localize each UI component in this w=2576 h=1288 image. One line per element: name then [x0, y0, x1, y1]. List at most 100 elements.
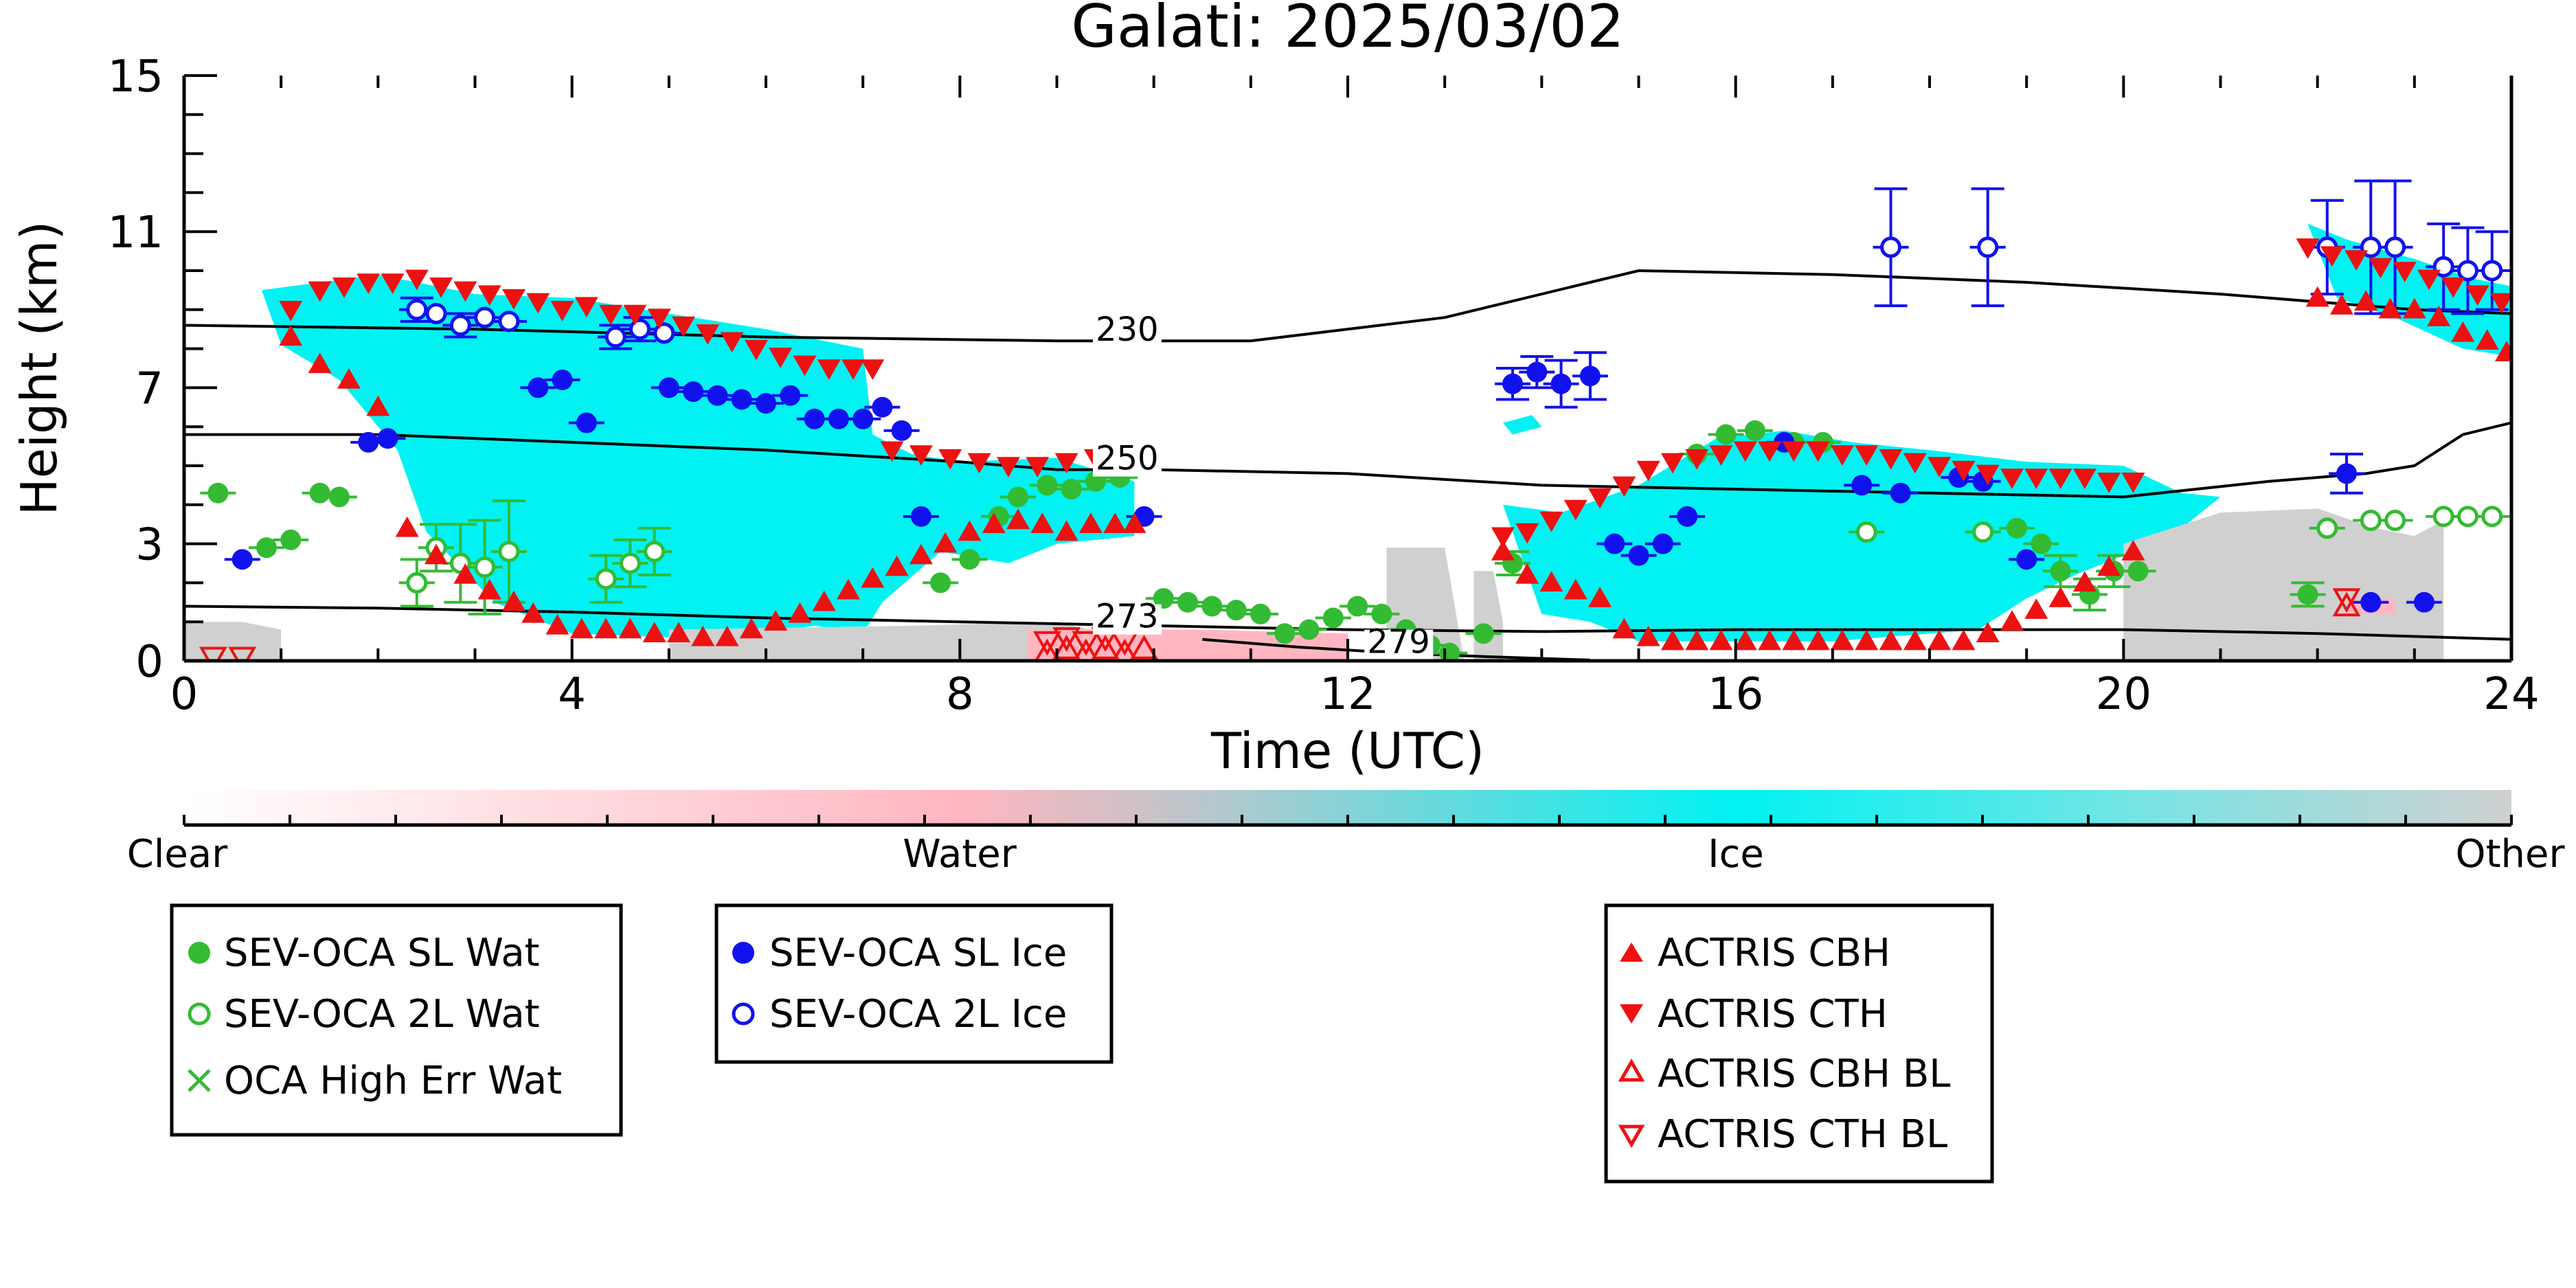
data-point — [406, 299, 428, 321]
contour-label-bg — [1092, 446, 1162, 477]
data-point — [309, 482, 330, 504]
legend-marker-open-circle-icon — [732, 1002, 755, 1026]
data-point — [2297, 584, 2318, 605]
data-point — [2456, 260, 2478, 282]
data-point — [1579, 365, 1601, 387]
data-point — [332, 277, 356, 298]
contour-line — [184, 269, 2511, 343]
data-point — [618, 618, 642, 639]
data-point — [996, 457, 1020, 477]
data-point — [2305, 286, 2329, 307]
data-point — [629, 318, 651, 340]
legend-marker-x-icon — [188, 1069, 211, 1092]
colorbar-label-water: Water — [903, 832, 1017, 877]
data-point — [707, 385, 728, 406]
data-point — [477, 578, 501, 600]
data-point — [1733, 441, 1757, 462]
data-point — [477, 285, 501, 306]
data-point — [1879, 629, 1903, 651]
data-point — [474, 556, 496, 578]
legend-label: OCA High Err Wat — [224, 1059, 562, 1103]
x-tick-label: 4 — [558, 669, 586, 720]
data-point — [2427, 306, 2451, 326]
data-point — [2360, 510, 2382, 532]
data-point — [861, 359, 885, 380]
data-point — [2432, 506, 2454, 528]
data-point — [545, 613, 569, 635]
data-point — [2475, 329, 2499, 350]
data-point — [1153, 588, 1174, 609]
data-point — [1052, 627, 1081, 652]
data-point — [1604, 533, 1625, 554]
data-point — [812, 590, 836, 611]
data-point — [1685, 629, 1709, 651]
data-point — [731, 389, 752, 410]
data-point — [1782, 629, 1806, 651]
data-point — [1091, 634, 1120, 659]
data-point — [605, 326, 626, 348]
data-point — [885, 555, 909, 576]
cloud-region-ice — [261, 274, 1135, 637]
data-point — [2384, 236, 2406, 258]
data-point — [1130, 634, 1158, 659]
data-point — [1491, 527, 1515, 548]
data-point — [256, 537, 277, 558]
data-point — [1274, 623, 1296, 644]
data-point — [2456, 506, 2478, 528]
data-point — [2489, 293, 2511, 314]
data-point — [1322, 607, 1344, 629]
data-point — [1250, 603, 1271, 624]
data-point — [1111, 638, 1138, 661]
data-point — [366, 395, 390, 416]
data-point — [2494, 341, 2511, 362]
data-point — [1347, 596, 1368, 617]
phase-colorbar: Clear Water Ice Other — [127, 790, 2565, 877]
data-point — [1806, 629, 1830, 651]
data-point — [1563, 578, 1588, 600]
data-point — [1976, 464, 2000, 486]
data-point — [279, 325, 303, 346]
data-point — [1588, 587, 1612, 607]
data-point — [2316, 517, 2338, 539]
x-axis-label: Time (UTC) — [1210, 722, 1484, 780]
legend-marker-filled-circle-icon — [188, 942, 210, 964]
legend-box — [1604, 903, 1994, 1184]
data-point — [453, 563, 477, 584]
data-point — [280, 529, 302, 550]
data-point — [1652, 533, 1673, 554]
data-point — [910, 506, 931, 527]
data-point — [552, 370, 573, 391]
data-point — [569, 618, 594, 639]
data-point — [2345, 250, 2369, 271]
data-point — [938, 449, 962, 470]
data-point — [1201, 596, 1223, 617]
cloud-phase-regions — [184, 223, 2511, 661]
data-point — [958, 520, 982, 541]
data-point — [1830, 629, 1854, 651]
data-point — [1890, 482, 1911, 504]
data-point — [756, 393, 776, 414]
data-point — [1660, 453, 1684, 474]
data-point — [934, 532, 958, 553]
data-point — [1225, 600, 1247, 621]
data-point — [595, 568, 617, 590]
data-point — [1008, 486, 1029, 508]
data-point — [1855, 629, 1879, 651]
data-point — [599, 304, 623, 326]
data-point — [2031, 533, 2052, 554]
data-point — [769, 348, 793, 368]
data-point — [967, 453, 991, 474]
y-tick-label: 0 — [135, 637, 163, 688]
data-point — [1758, 441, 1782, 462]
data-point — [1628, 545, 1649, 566]
plot-axes: 0 4 8 12 16 20 24 0 3 7 11 15 — [108, 52, 2540, 720]
data-point — [2048, 587, 2072, 607]
data-point — [1298, 619, 1320, 640]
contour-label: 230 — [1096, 310, 1159, 349]
data-point — [1371, 603, 1392, 624]
data-point — [1806, 441, 1830, 462]
cloud-region-water — [1028, 629, 1348, 661]
data-point — [1952, 460, 1976, 482]
data-point — [2481, 506, 2503, 528]
